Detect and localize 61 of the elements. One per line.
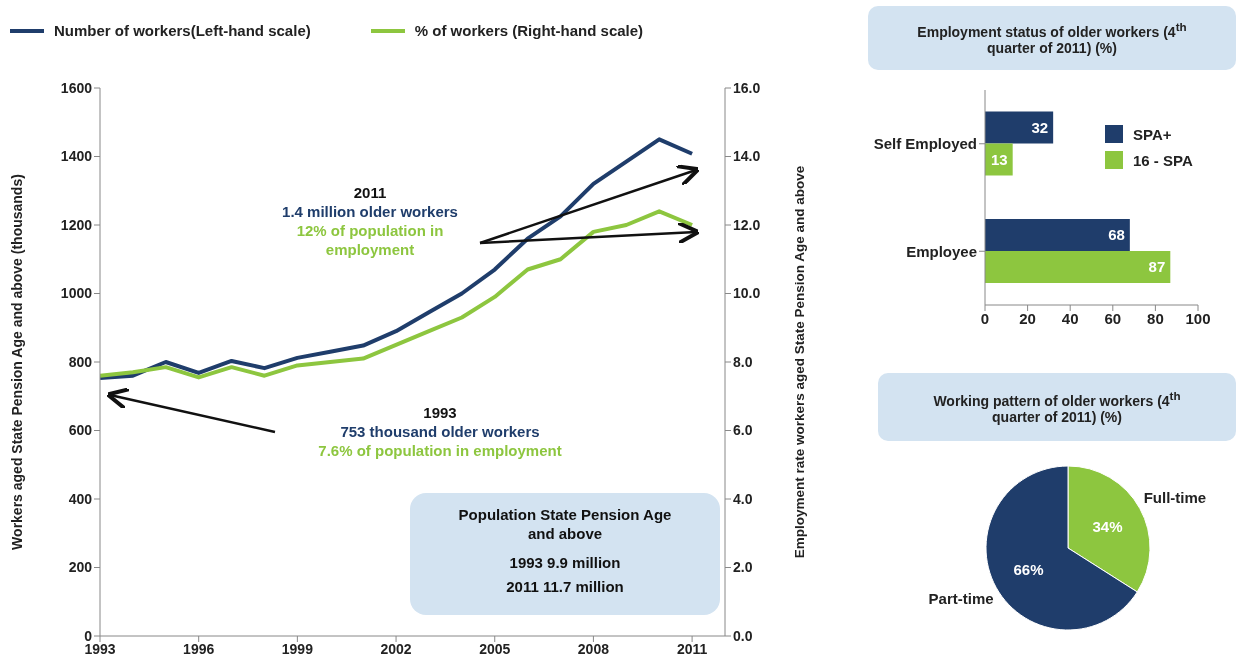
y-tick-label: Employee <box>906 242 977 260</box>
x-tick-label: 20 <box>1019 309 1036 327</box>
y2-tick-label: 0.0 <box>733 627 753 644</box>
legend-label: SPA+ <box>1133 125 1172 143</box>
y2-tick-label: 2.0 <box>733 559 753 576</box>
y-tick-label: 1400 <box>60 148 93 165</box>
x-tick-label: 100 <box>1185 309 1211 327</box>
legend-label: 16 - SPA <box>1133 151 1193 169</box>
y-tick-label: 1200 <box>60 216 93 233</box>
x-tick-label: 1999 <box>281 640 314 657</box>
x-tick-label: 2005 <box>479 640 511 657</box>
callout-box: Population State Pension Age and above 1993 9.9 million 2011 11.7 million <box>410 493 720 615</box>
data-label: 34% <box>1092 517 1123 535</box>
x-tick-label: 40 <box>1061 309 1079 327</box>
data-label: 32 <box>1031 118 1049 136</box>
bar <box>985 251 1171 283</box>
y2-tick-label: 8.0 <box>733 353 753 370</box>
annotation: 1.4 million older workers <box>281 202 459 221</box>
slice-label: Part-time <box>928 589 994 607</box>
line-series <box>100 137 695 381</box>
x-tick-label: 2008 <box>577 640 610 657</box>
annotation: Population State Pension Age and above <box>457 505 673 543</box>
data-label: 66% <box>1013 561 1044 579</box>
annotation: 2011 11.7 million <box>505 577 625 597</box>
y-tick-label: 1000 <box>60 285 93 302</box>
y2-tick-label: 4.0 <box>733 490 753 507</box>
slice-label: Full-time <box>1143 489 1207 507</box>
data-label: 13 <box>991 150 1008 168</box>
legend-label: Number of workers(Left-hand scale) <box>54 22 311 39</box>
chart-title: Employment status of older workers (4$^{th}$ quarter of 2011) (%) <box>917 20 1187 56</box>
y2-tick-label: 12.0 <box>733 216 761 233</box>
x-tick-label: 80 <box>1147 309 1164 327</box>
y-tick-label: 200 <box>68 559 93 576</box>
x-tick-label: 0 <box>980 309 990 327</box>
annotation: 12% of population in employment <box>295 221 445 259</box>
y2-tick-label: 14.0 <box>733 148 761 165</box>
chart-title: Working pattern of older workers (4$^{th}$ quarter of 2011) (%) <box>933 389 1181 425</box>
x-tick-label: 60 <box>1104 309 1122 327</box>
y2-tick-label: 16.0 <box>733 79 761 96</box>
data-label: 87 <box>1148 258 1166 276</box>
y-tick-label: 1600 <box>60 79 93 96</box>
y2-tick-label: 10.0 <box>733 285 761 302</box>
x-tick-label: 1996 <box>183 640 215 657</box>
y-tick-label: Self Employed <box>873 135 977 153</box>
x-tick-label: 2011 <box>676 640 708 657</box>
bar <box>985 111 1054 144</box>
bar <box>985 219 1130 251</box>
y-tick-label: 400 <box>68 490 93 507</box>
annotation: 7.6% of population in employment <box>317 441 563 460</box>
legend-label: % of workers (Right-hand scale) <box>414 22 644 39</box>
y-tick-label: 800 <box>68 353 93 370</box>
y-axis-title: Workers aged State Pension Age and above (thousands) <box>8 174 25 550</box>
annotation: 753 thousand older workers <box>339 422 541 441</box>
y2-axis-title: Employment rate workers aged State Pension Age and above <box>791 165 807 559</box>
y2-tick-label: 6.0 <box>733 422 753 439</box>
x-tick-label: 2002 <box>380 640 412 657</box>
y-tick-label: 600 <box>68 422 93 439</box>
annotation: 1993 9.9 million <box>508 553 622 573</box>
annotation: 2011 <box>352 183 388 202</box>
annotation: 1993 <box>422 403 458 422</box>
data-label: 68 <box>1108 226 1125 244</box>
